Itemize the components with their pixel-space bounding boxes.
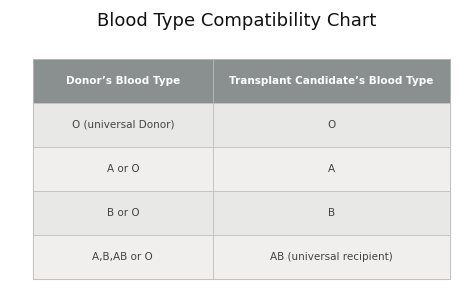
Text: AB (universal recipient): AB (universal recipient) xyxy=(270,252,393,262)
Text: Blood Type Compatibility Chart: Blood Type Compatibility Chart xyxy=(97,12,377,30)
Text: B or O: B or O xyxy=(107,208,139,218)
Text: B: B xyxy=(328,208,335,218)
Text: Donor’s Blood Type: Donor’s Blood Type xyxy=(66,76,180,86)
Text: A or O: A or O xyxy=(107,164,139,174)
Text: A: A xyxy=(328,164,335,174)
Text: Transplant Candidate’s Blood Type: Transplant Candidate’s Blood Type xyxy=(229,76,434,86)
Text: O (universal Donor): O (universal Donor) xyxy=(72,120,174,130)
Text: O: O xyxy=(327,120,336,130)
Text: A,B,AB or O: A,B,AB or O xyxy=(92,252,153,262)
